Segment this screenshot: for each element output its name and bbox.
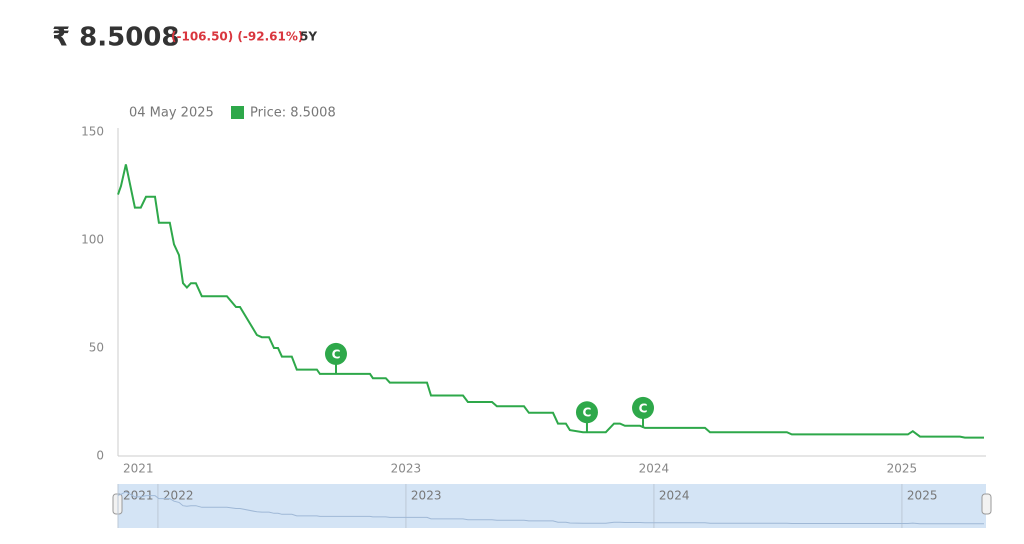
price-line	[117, 164, 984, 439]
navigator-label: 2023	[411, 489, 442, 503]
tooltip-value: Price: 8.5008	[250, 106, 336, 121]
y-tick-label: 150	[81, 125, 104, 139]
navigator-label: 2024	[659, 489, 690, 503]
x-tick-label: 2025	[887, 462, 918, 476]
period[interactable]: 5Y	[300, 30, 317, 44]
navigator-label: 2025	[907, 489, 938, 503]
tooltip-date: 04 May 2025	[129, 106, 214, 121]
navigator-label: 2021	[123, 489, 154, 503]
annotation-label[interactable]: C	[332, 347, 341, 361]
annotation-label[interactable]: C	[639, 401, 648, 415]
y-tick-label: 100	[81, 233, 104, 247]
y-tick-label: 50	[89, 341, 104, 355]
x-tick-label: 2023	[391, 462, 422, 476]
x-tick-label: 2024	[639, 462, 670, 476]
x-tick-label: 2021	[123, 462, 154, 476]
navigator-line	[117, 491, 984, 525]
y-tick-label: 0	[96, 449, 104, 463]
legend-swatch	[231, 106, 244, 119]
annotation-marker	[632, 396, 655, 419]
annotation-marker	[324, 342, 347, 365]
price-title: ₹ 8.5008	[52, 23, 179, 53]
navigator-handle[interactable]	[981, 493, 992, 515]
price-change: (-106.50) (-92.61%)	[171, 30, 303, 44]
navigator-label: 2022	[163, 489, 194, 503]
annotation-marker	[575, 401, 598, 424]
annotation-label[interactable]: C	[583, 406, 592, 420]
